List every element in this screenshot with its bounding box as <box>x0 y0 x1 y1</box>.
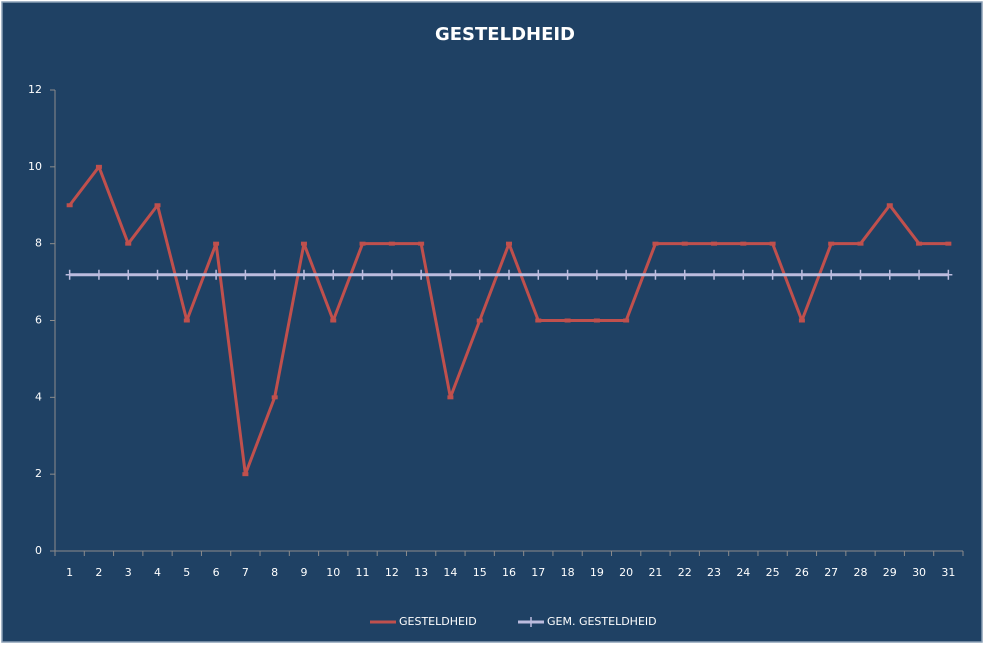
x-tick-label: 22 <box>678 566 692 579</box>
marker <box>387 269 396 280</box>
legend-label: GEM. GESTELDHEID <box>547 615 657 628</box>
marker <box>182 269 191 280</box>
y-tick-label: 0 <box>35 544 42 557</box>
marker <box>944 269 953 280</box>
x-tick-label: 5 <box>183 566 190 579</box>
marker <box>563 269 572 280</box>
marker <box>241 269 250 280</box>
marker <box>739 269 748 280</box>
x-tick-label: 29 <box>883 566 897 579</box>
marker <box>358 269 367 280</box>
y-tick-label: 8 <box>35 237 42 250</box>
x-tick-label: 8 <box>271 566 278 579</box>
y-tick-label: 10 <box>28 160 42 173</box>
x-tick-label: 6 <box>213 566 220 579</box>
marker <box>534 269 543 280</box>
x-tick-label: 1 <box>66 566 73 579</box>
y-tick-label: 4 <box>35 390 42 403</box>
marker <box>505 269 513 280</box>
marker <box>329 269 338 280</box>
x-tick-label: 12 <box>385 566 399 579</box>
x-tick-label: 18 <box>561 566 575 579</box>
x-tick-label: 23 <box>707 566 721 579</box>
x-tick-label: 4 <box>154 566 161 579</box>
x-tick-label: 3 <box>125 566 132 579</box>
x-tick-label: 20 <box>619 566 633 579</box>
marker <box>710 269 719 280</box>
marker <box>680 269 689 280</box>
marker <box>768 269 777 280</box>
x-tick-label: 13 <box>414 566 428 579</box>
x-tick-label: 31 <box>941 566 955 579</box>
chart-title: GESTELDHEID <box>435 24 575 45</box>
marker <box>592 269 601 280</box>
x-tick-label: 19 <box>590 566 604 579</box>
marker <box>212 269 221 280</box>
x-tick-label: 7 <box>242 566 249 579</box>
x-tick-label: 21 <box>648 566 662 579</box>
x-tick-label: 26 <box>795 566 809 579</box>
marker <box>827 269 836 280</box>
marker <box>65 269 74 280</box>
x-tick-label: 17 <box>531 566 545 579</box>
marker <box>270 269 279 280</box>
marker <box>446 269 455 280</box>
marker <box>124 269 133 280</box>
x-tick-label: 25 <box>766 566 780 579</box>
marker <box>94 269 103 280</box>
marker <box>651 269 660 280</box>
x-tick-label: 9 <box>300 566 307 579</box>
marker <box>797 269 806 280</box>
marker <box>885 269 894 280</box>
y-tick-label: 6 <box>35 314 42 327</box>
x-tick-label: 14 <box>443 566 457 579</box>
y-tick-label: 2 <box>35 467 42 480</box>
marker <box>475 269 484 280</box>
x-tick-label: 15 <box>473 566 487 579</box>
x-tick-label: 16 <box>502 566 516 579</box>
x-tick-label: 28 <box>853 566 867 579</box>
marker <box>299 269 308 280</box>
x-tick-label: 27 <box>824 566 838 579</box>
marker <box>915 269 924 280</box>
marker <box>856 269 865 280</box>
y-tick-label: 12 <box>28 83 42 96</box>
marker <box>417 269 426 280</box>
x-tick-label: 24 <box>736 566 750 579</box>
x-tick-label: 11 <box>356 566 370 579</box>
x-tick-label: 30 <box>912 566 926 579</box>
legend-label: GESTELDHEID <box>399 615 477 628</box>
marker <box>153 269 162 280</box>
x-tick-label: 2 <box>95 566 102 579</box>
marker <box>622 269 631 280</box>
x-tick-label: 10 <box>326 566 340 579</box>
